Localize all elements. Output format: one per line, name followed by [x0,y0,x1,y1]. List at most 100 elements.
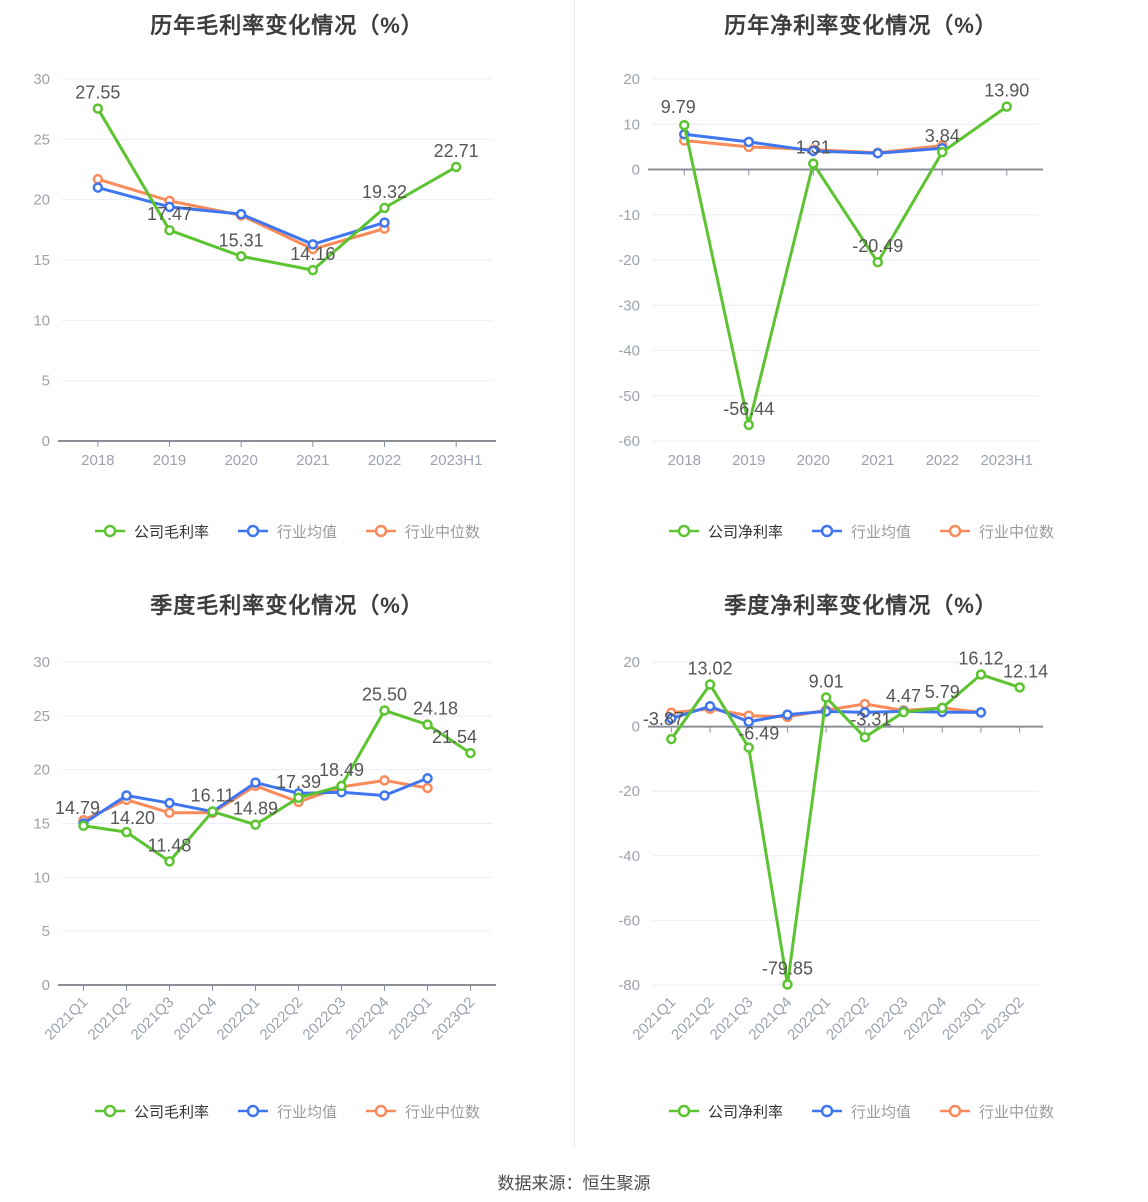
legend-annual-net-margin: 公司净利率 行业均值 行业中位数 [574,516,1148,546]
x-axis [648,168,1043,176]
legend-line-circle-icon [237,524,268,538]
column-divider [574,0,575,1148]
svg-text:30: 30 [33,654,50,671]
svg-text:2020: 2020 [797,452,830,469]
legend-item-label: 行业中位数 [979,1103,1055,1121]
gridlines [652,78,1039,442]
legend-item-行业均值[interactable]: 行业均值 [237,1101,337,1122]
svg-text:-20.49: -20.49 [852,236,903,256]
legend-line-circle-icon [668,524,699,538]
svg-text:27.55: 27.55 [75,83,120,103]
svg-text:2018: 2018 [81,452,114,469]
svg-text:2022: 2022 [926,452,959,469]
legend-item-行业中位数[interactable]: 行业中位数 [365,521,480,542]
legend-item-行业均值[interactable]: 行业均值 [811,521,911,542]
chart-title-annual-gross-margin: 历年毛利率变化情况（%） [150,13,424,38]
legend-item-行业均值[interactable]: 行业均值 [811,1101,911,1122]
quarterly-net-margin-chart-canvas: -80 -60 -40 -20 0 20 2021Q12021Q22021Q32021Q42… [618,649,1048,1044]
series-公司净利率 [679,101,1012,431]
svg-text:22.71: 22.71 [434,141,479,161]
svg-text:-60: -60 [618,433,640,450]
quarterly-gross-margin-chart-canvas: 0510152025302021Q12021Q22021Q32021Q42022… [33,654,496,1044]
legend-item-公司净利率[interactable]: 公司净利率 [668,1101,783,1122]
svg-text:2021: 2021 [296,452,329,469]
svg-text:2021Q3: 2021Q3 [128,994,178,1044]
legend-item-label: 行业均值 [850,523,911,541]
svg-text:13.90: 13.90 [984,81,1029,101]
legend-item-label: 公司净利率 [707,1103,783,1121]
svg-text:10: 10 [33,312,50,329]
legend-item-行业中位数[interactable]: 行业中位数 [939,521,1054,542]
annual-gross-margin-chart-canvas: 0 5 10 15 20 25 30 2018 2019 2020 2021 2022 2023H1 27… [33,71,496,469]
svg-text:20: 20 [623,71,640,88]
svg-text:2022Q3: 2022Q3 [300,994,350,1044]
svg-text:2022: 2022 [368,452,401,469]
legend-item-label: 行业均值 [850,1103,911,1121]
svg-text:18.49: 18.49 [319,760,364,780]
svg-text:3.84: 3.84 [925,126,960,146]
legend-quarterly-net-margin: 公司净利率 行业均值 行业中位数 [574,1096,1148,1126]
legend-item-label: 公司净利率 [707,523,783,541]
svg-text:10: 10 [33,869,50,886]
svg-text:2023H1: 2023H1 [430,452,483,469]
gridlines [652,661,1039,986]
svg-text:14.89: 14.89 [233,799,278,819]
legend-item-行业中位数[interactable]: 行业中位数 [365,1101,480,1122]
x-axis-labels: 2021Q12021Q22021Q32021Q42022Q12022Q22022… [629,994,1027,1044]
svg-text:2023H1: 2023H1 [980,452,1033,469]
y-axis-labels: 0 5 10 15 20 25 30 [33,71,50,450]
legend-item-label: 行业中位数 [405,523,481,541]
legend-item-公司净利率[interactable]: 公司净利率 [668,521,783,542]
svg-text:25.50: 25.50 [362,684,407,704]
svg-text:15: 15 [33,252,50,269]
legend-item-行业均值[interactable]: 行业均值 [237,521,337,542]
legend-item-行业中位数[interactable]: 行业中位数 [939,1101,1054,1122]
svg-text:2020: 2020 [224,452,257,469]
svg-text:2019: 2019 [153,452,186,469]
series-公司净利率 [666,669,1025,990]
legend-item-label: 行业均值 [276,523,337,541]
y-axis-labels: 0 5 10 15 20 25 30 [33,654,50,994]
svg-text:-60: -60 [618,912,640,929]
series-行业均值 [666,701,987,728]
svg-text:2021Q2: 2021Q2 [85,994,135,1044]
svg-text:-80: -80 [618,977,640,994]
svg-text:-56.44: -56.44 [723,399,774,419]
x-axis [58,984,496,991]
legend-line-circle-icon [668,1104,699,1118]
svg-text:4.47: 4.47 [886,686,921,706]
x-axis [58,440,496,447]
svg-text:0: 0 [42,977,50,994]
svg-text:2022Q2: 2022Q2 [257,994,307,1044]
legend-line-circle-icon [811,524,842,538]
svg-text:21.54: 21.54 [432,727,477,747]
svg-text:2023Q2: 2023Q2 [429,994,479,1044]
x-axis-labels: 2021Q12021Q22021Q32021Q42022Q12022Q22022… [42,994,479,1044]
legend-item-公司毛利率[interactable]: 公司毛利率 [94,1101,209,1122]
svg-text:2022Q1: 2022Q1 [214,994,264,1044]
svg-text:5.79: 5.79 [925,682,960,702]
svg-text:16.12: 16.12 [958,649,1003,669]
svg-text:-6.49: -6.49 [738,724,779,744]
svg-text:-79.85: -79.85 [762,959,813,979]
svg-text:-20: -20 [618,783,640,800]
svg-text:-50: -50 [618,388,640,405]
svg-text:20: 20 [33,762,50,779]
svg-text:0: 0 [632,719,640,736]
svg-text:30: 30 [33,71,50,88]
y-axis-labels: -60 -50 -40 -30 -20 -10 0 10 20 [618,71,640,450]
legend-item-label: 公司毛利率 [133,1103,209,1121]
svg-text:5: 5 [42,923,50,940]
svg-text:2021Q4: 2021Q4 [171,994,221,1044]
chart-panel-annual-gross-margin: 0 5 10 15 20 25 30 2018 2019 2020 2021 2022 2023H1 27… [0,0,574,580]
legend-line-circle-icon [237,1104,268,1118]
svg-text:25: 25 [33,708,50,725]
chart-panel-quarterly-net-margin: -80 -60 -40 -20 0 20 2021Q1 2021Q2 2021Q3 2021Q4 2… [574,580,1148,1160]
svg-text:-40: -40 [618,848,640,865]
svg-text:13.02: 13.02 [688,659,733,679]
series-公司毛利率 [92,103,462,276]
series-公司毛利率 [78,705,476,867]
svg-text:2021Q1: 2021Q1 [42,994,92,1044]
legend-item-公司毛利率[interactable]: 公司毛利率 [94,521,209,542]
